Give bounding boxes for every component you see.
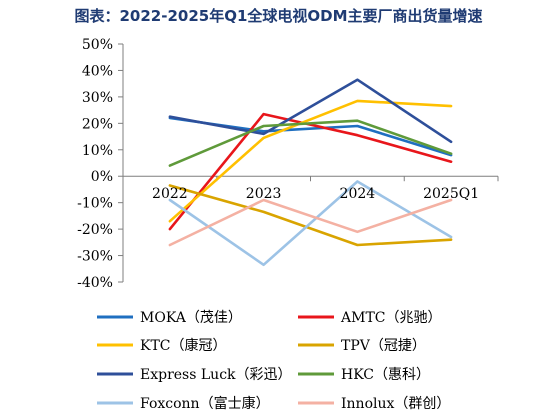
y-tick-label: -10% — [77, 196, 113, 212]
y-tick-label: -30% — [77, 249, 113, 265]
y-tick-label: 30% — [82, 90, 113, 106]
x-tick-labels-group: 2022 2023 2024 2025Q1 — [152, 186, 479, 202]
legend-label-5: HKC（惠科） — [341, 367, 430, 383]
x-tick-label: 2024 — [340, 186, 376, 202]
legend-group: MOKA（茂佳） AMTC（兆驰） KTC（康冠） TPV（冠捷） Express Lu… — [97, 309, 450, 412]
x-tick-label: 2022 — [152, 186, 188, 202]
series-line-3 — [168, 184, 453, 247]
x-tick-label: 2023 — [246, 186, 282, 202]
series-line-5 — [168, 119, 453, 167]
series-line-7 — [168, 198, 453, 247]
series-line-4 — [168, 78, 453, 144]
y-tick-label: 10% — [82, 143, 113, 159]
series-lines-group — [168, 78, 453, 267]
axes-group: 50% 40% 30% 20% 10% 0% -10% -20% -30% -40% — [77, 37, 499, 291]
y-tick-label: 40% — [82, 63, 113, 79]
x-tick-label: 2025Q1 — [423, 186, 479, 202]
legend-label-6: Foxconn（富士康） — [140, 395, 270, 412]
y-tick-label: 20% — [82, 116, 113, 132]
legend-label-7: Innolux（群创） — [341, 396, 450, 412]
y-tick-label: -40% — [77, 275, 113, 291]
legend-label-1: AMTC（兆驰） — [340, 310, 442, 326]
legend-label-3: TPV（冠捷） — [341, 338, 426, 354]
legend-label-0: MOKA（茂佳） — [140, 309, 242, 326]
legend-label-4: Express Luck（彩迅） — [140, 367, 292, 383]
legend-label-2: KTC（康冠） — [140, 337, 227, 354]
y-tick-label: -20% — [77, 222, 113, 238]
series-line-6 — [168, 180, 453, 267]
series-line-2 — [168, 99, 453, 223]
y-tick-label: 0% — [91, 169, 113, 185]
y-tick-label: 50% — [82, 37, 113, 53]
chart-title: 图表：2022-2025年Q1全球电视ODM主要厂商出货量增速 — [74, 7, 483, 25]
